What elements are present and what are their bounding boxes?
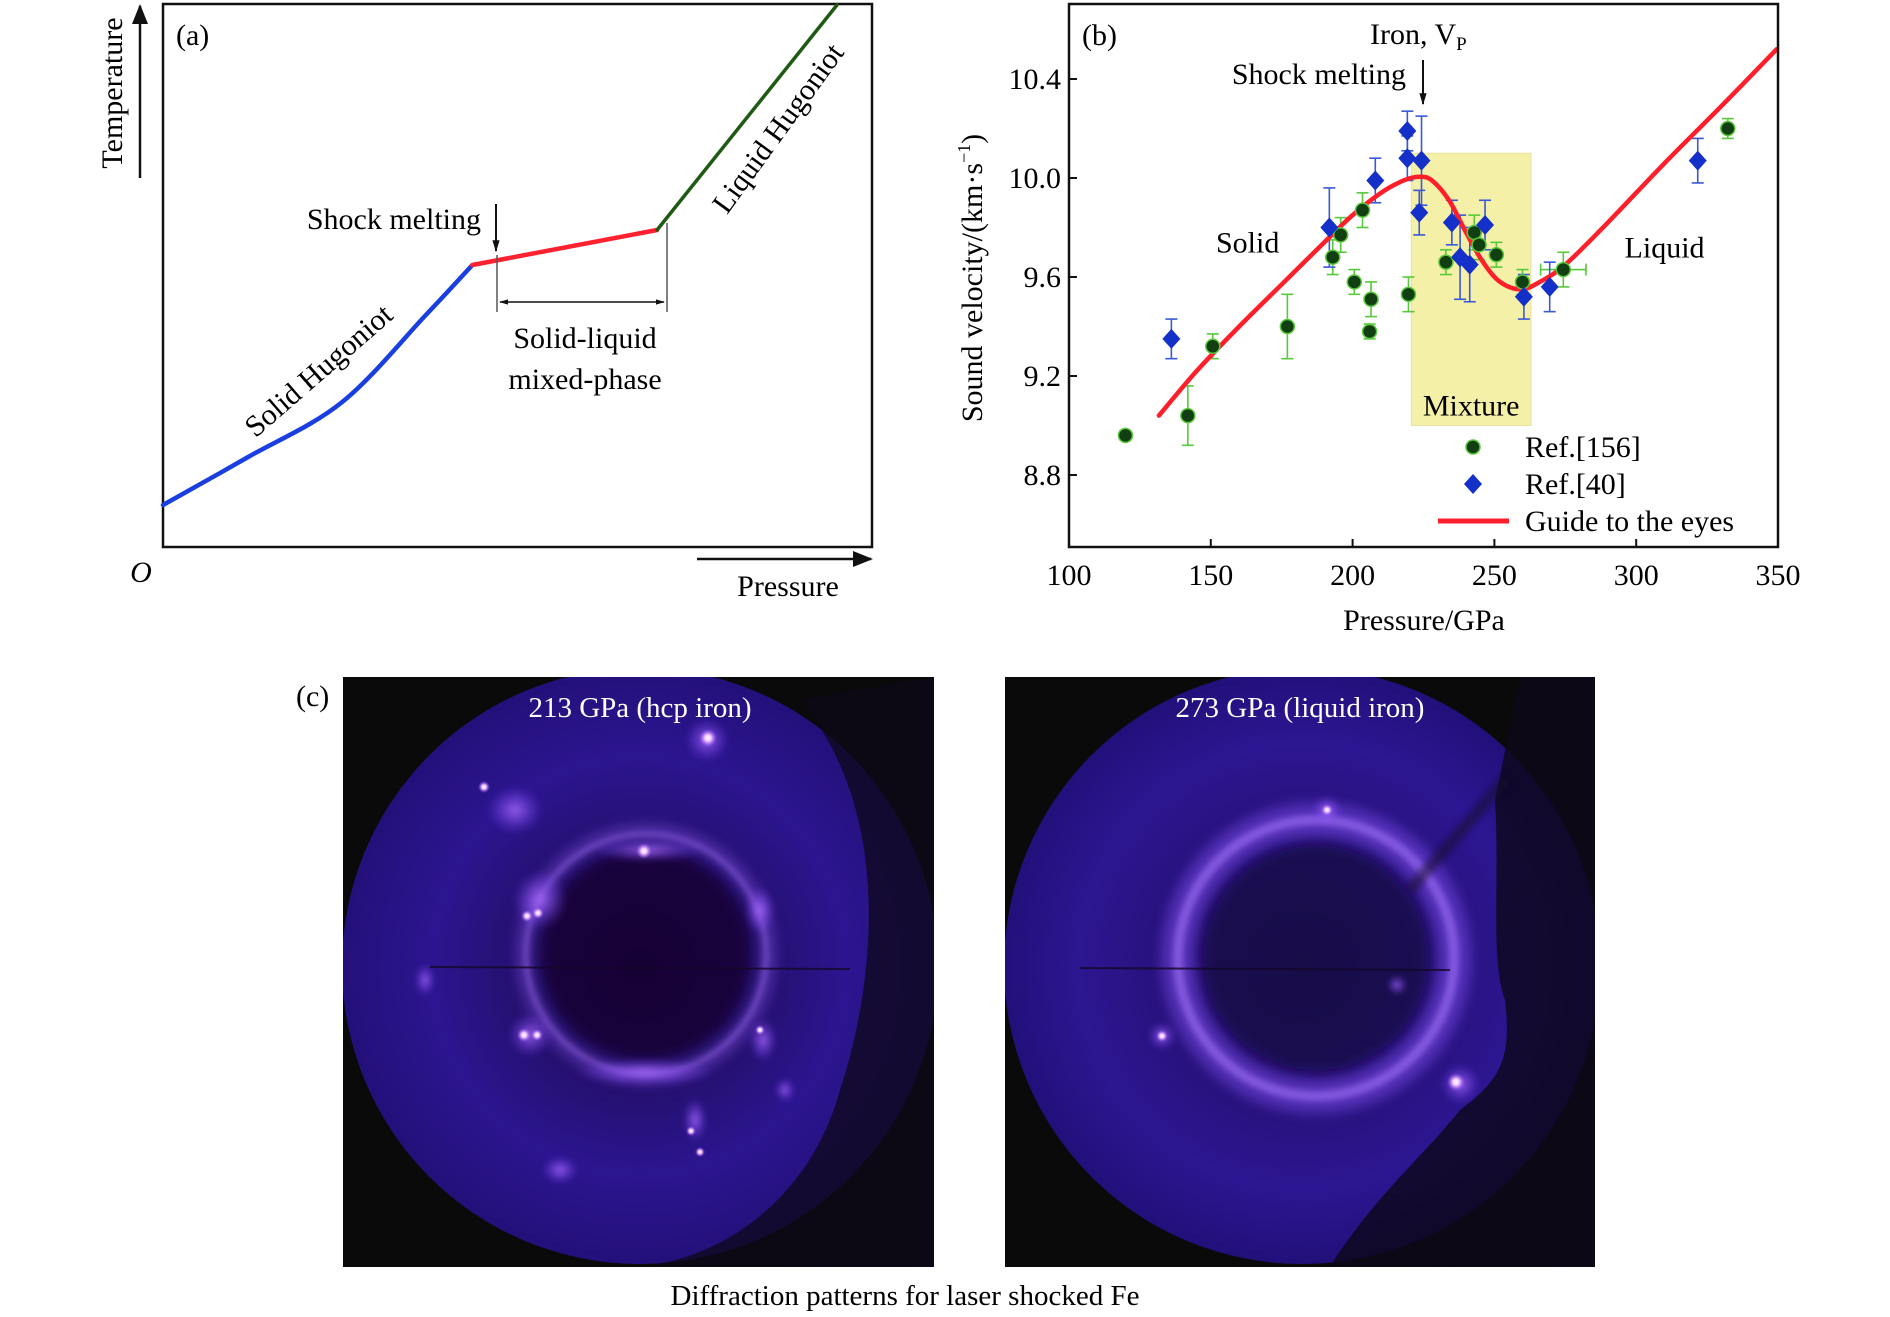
data-point-ref40 [1476,215,1495,236]
y-tick-label: 9.2 [1024,360,1062,393]
legend-marker-ref40 [1464,474,1482,494]
x-tick-label: 150 [1188,559,1233,592]
panel-c: (c) [296,677,1595,1312]
y-axis-title-sup: −1 [954,144,974,163]
data-point-ref40 [1366,170,1385,191]
data-point-ref40 [1688,150,1707,171]
data-point-ref40 [1540,276,1559,297]
mixed-phase-label-line1: Solid-liquid [513,322,656,355]
bright-spot [1447,1073,1465,1091]
pressure-axis-label: Pressure [737,570,839,603]
data-point-ref40 [1398,148,1417,169]
data-point-ref156 [1180,407,1196,424]
bragg-spot [636,843,652,859]
solid-liquid-mixed-phase-curve [470,227,660,268]
liquid-hugoniot-curve [655,3,839,232]
diffraction-image-liquid [1005,677,1595,1267]
panel-b-title: Iron, VP [1370,18,1467,55]
y-tick-label: 10.4 [1009,63,1062,96]
legend-label-ref156: Ref.[156] [1525,431,1641,464]
title-main: Iron, V [1370,18,1456,51]
data-point-ref156 [1471,237,1487,253]
panel-a-frame [161,2,874,549]
panel-b-frame [1067,2,1780,549]
guide-to-the-eyes-curve [1156,47,1779,418]
diffraction-caption-liquid: 273 GPa (liquid iron) [1176,692,1425,724]
legend-label-ref40: Ref.[40] [1525,468,1626,501]
bragg-spot [532,907,544,919]
bragg-spot [755,1025,765,1035]
data-markers [1117,120,1736,444]
y-tick-label: 8.8 [1024,459,1062,492]
bright-spot [1156,1030,1168,1042]
data-point-ref156 [1354,202,1371,218]
data-point-ref156 [1400,286,1417,303]
y-axis-title-close: ) [956,134,989,144]
y-tick-label: 9.6 [1024,261,1062,294]
panel-a: (a) Temperature Pressure O Solid-liquid … [96,2,874,603]
solid-region-label: Solid [1216,226,1279,259]
data-point-ref156 [1488,246,1505,263]
data-point-ref156 [1363,291,1379,308]
bragg-spot [517,1028,531,1042]
legend-marker-ref156 [1465,439,1481,455]
diffraction-image-hcp [343,677,934,1267]
liquid-hugoniot-label: Liquid Hugoniot [706,37,851,219]
mixture-region-label: Mixture [1423,390,1520,423]
data-point-ref156 [1361,323,1378,340]
data-point-ref40 [1442,212,1461,233]
data-point-ref156 [1514,274,1531,290]
title-subscript: P [1456,34,1467,55]
x-tick-label: 300 [1614,559,1659,592]
x-tick-label: 100 [1047,559,1092,592]
panel-b: Mixture 100 150 200 250 300 350 8.8 9.2 9.6 10.0 1… [954,2,1801,637]
x-axis-title: Pressure/GPa [1343,604,1505,637]
temperature-axis-label: Temperature [96,17,129,168]
data-point-ref40 [1460,254,1479,275]
panel-b-label: (b) [1082,19,1117,52]
y-axis-title: Sound velocity/(km·s−1) [954,134,989,422]
bragg-spot [521,910,533,922]
y-tick-label: 10.0 [1009,162,1062,195]
bragg-spot [695,1147,705,1157]
data-point-ref156 [1346,274,1363,290]
data-point-ref156 [1720,120,1736,137]
data-point-ref156 [1279,318,1296,335]
mixed-phase-label-line2: mixed-phase [508,363,661,396]
data-point-ref40 [1320,217,1339,238]
diffraction-caption-hcp: 213 GPa (hcp iron) [528,692,751,724]
x-tick-label: 200 [1330,559,1375,592]
origin-label: O [130,556,152,589]
data-point-ref156 [1205,338,1221,355]
x-tick-label: 250 [1472,559,1517,592]
bragg-spot [686,1126,696,1136]
data-point-ref40 [1398,120,1417,141]
data-point-ref40 [1514,286,1533,307]
bragg-spot [478,781,490,793]
legend: Ref.[156] Ref.[40] Guide to the eyes [1438,431,1734,538]
data-point-ref156 [1332,227,1349,243]
data-point-ref156 [1117,427,1134,444]
data-point-ref156 [1438,254,1454,270]
figure-caption: Diffraction patterns for laser shocked F… [671,1280,1140,1312]
data-point-ref156 [1555,261,1572,278]
panel-c-label: (c) [296,680,329,713]
shock-melting-label-b: Shock melting [1232,58,1406,91]
y-axis-title-main: Sound velocity/(km·s [956,163,989,422]
bright-spot [1321,804,1333,816]
data-point-ref40 [1412,150,1431,171]
shock-melting-label-a: Shock melting [307,203,481,236]
legend-label-guide: Guide to the eyes [1525,505,1734,538]
x-tick-label: 350 [1756,559,1801,592]
bragg-spot [699,729,717,747]
panel-a-label: (a) [176,19,209,52]
liquid-region-label: Liquid [1625,231,1705,264]
data-point-ref40 [1410,202,1429,223]
data-point-ref156 [1324,249,1341,265]
solid-hugoniot-curve [160,262,475,508]
data-point-ref40 [1162,328,1181,349]
bragg-spot [531,1029,543,1041]
